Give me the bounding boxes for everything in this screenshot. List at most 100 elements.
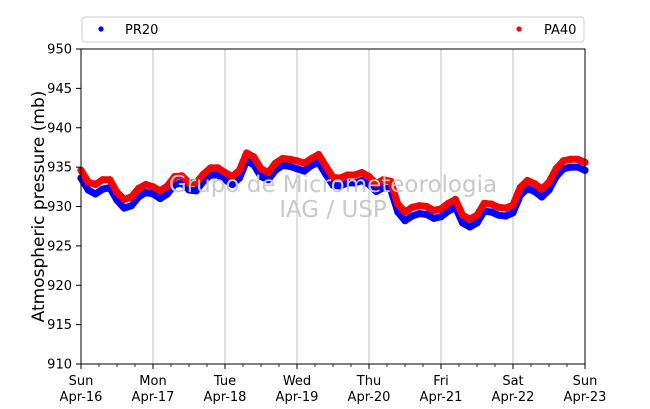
x-tick-label-day: Thu xyxy=(356,374,381,389)
data-point-pr20 xyxy=(156,195,164,203)
data-point-pa40 xyxy=(509,201,517,209)
data-point-pa40 xyxy=(430,206,438,214)
data-point-pa40 xyxy=(192,179,200,187)
y-tick-label: 935 xyxy=(47,161,72,176)
data-point-pr20 xyxy=(408,212,416,220)
data-point-pr20 xyxy=(286,162,294,170)
data-point-pr20 xyxy=(466,223,474,231)
data-point-pr20 xyxy=(163,190,171,198)
data-point-pa40 xyxy=(163,182,171,190)
data-point-pr20 xyxy=(509,209,517,217)
data-point-pr20 xyxy=(495,211,503,219)
data-point-pa40 xyxy=(523,176,532,185)
data-point-pr20 xyxy=(293,165,301,173)
data-point-pa40 xyxy=(279,154,287,163)
data-point-pr20 xyxy=(372,187,380,196)
data-point-pa40 xyxy=(372,180,380,188)
data-point-pr20 xyxy=(149,190,157,198)
data-point-pa40 xyxy=(235,166,243,174)
x-tick-label-day: Fri xyxy=(433,374,449,389)
data-point-pa40 xyxy=(336,174,344,182)
data-point-pr20 xyxy=(127,202,135,210)
y-tick-label: 920 xyxy=(47,279,72,294)
data-point-pa40 xyxy=(351,171,359,179)
watermark: Grupo de Micrometeorologia IAG / USP xyxy=(169,172,497,223)
data-point-pa40 xyxy=(271,159,279,167)
data-point-pa40 xyxy=(423,202,431,211)
data-point-pa40 xyxy=(451,195,459,203)
data-point-pa40 xyxy=(552,165,560,173)
legend-label-pa40: PA40 xyxy=(544,23,576,38)
data-point-pr20 xyxy=(221,176,229,184)
x-tick-label-date: Apr-16 xyxy=(60,390,103,405)
data-point-pa40 xyxy=(437,205,445,213)
data-point-pa40 xyxy=(545,178,553,186)
data-point-pa40 xyxy=(408,203,416,211)
data-point-pa40 xyxy=(307,154,315,163)
data-point-pa40 xyxy=(106,176,114,184)
legend-frame xyxy=(81,16,585,43)
data-point-pr20 xyxy=(473,219,481,227)
data-point-pr20 xyxy=(459,219,467,227)
data-point-pa40 xyxy=(99,176,107,184)
data-point-pa40 xyxy=(178,172,186,180)
data-point-pr20 xyxy=(574,163,582,171)
watermark-line-2: IAG / USP xyxy=(279,197,387,223)
data-point-pa40 xyxy=(466,215,474,223)
y-tick-label: 940 xyxy=(47,121,72,136)
y-tick-label: 945 xyxy=(47,82,72,97)
data-point-pa40 xyxy=(559,157,568,165)
data-series xyxy=(77,149,589,231)
data-point-pr20 xyxy=(336,182,344,190)
data-point-pa40 xyxy=(171,173,179,181)
data-point-pr20 xyxy=(423,210,431,218)
data-point-pa40 xyxy=(343,171,351,179)
x-tick-label-day: Sat xyxy=(502,374,523,389)
data-point-pa40 xyxy=(156,187,164,195)
data-point-pa40 xyxy=(444,199,452,207)
data-point-pr20 xyxy=(264,176,272,184)
x-tick-label-date: Apr-17 xyxy=(132,390,175,405)
data-point-pa40 xyxy=(149,183,157,191)
data-point-pr20 xyxy=(415,210,423,218)
data-point-pa40 xyxy=(214,164,222,172)
data-point-pa40 xyxy=(286,155,294,163)
data-point-pr20 xyxy=(300,167,308,175)
data-point-pr20 xyxy=(401,217,409,225)
legend: PR20 PA40 xyxy=(81,16,585,43)
legend-marker-pa40 xyxy=(516,26,522,32)
data-point-pa40 xyxy=(207,164,215,172)
y-axis-label: Atmospheric pressure (mb) xyxy=(29,91,49,323)
data-point-pr20 xyxy=(502,212,510,220)
x-tick-label-date: Apr-18 xyxy=(204,390,247,405)
data-point-pr20 xyxy=(329,181,337,189)
data-point-pa40 xyxy=(387,177,395,185)
data-point-pa40 xyxy=(113,188,121,196)
x-tick-label-date: Apr-22 xyxy=(492,390,535,405)
legend-label-pr20: PR20 xyxy=(125,23,158,38)
data-point-pa40 xyxy=(574,155,582,163)
data-point-pr20 xyxy=(120,204,128,212)
data-point-pr20 xyxy=(487,208,495,216)
x-tick-label-date: Apr-19 xyxy=(276,390,319,405)
y-tick-label: 950 xyxy=(47,43,72,58)
data-point-pr20 xyxy=(379,184,387,192)
watermark-line-1: Grupo de Micrometeorologia xyxy=(169,172,497,198)
data-point-pr20 xyxy=(444,207,452,215)
data-point-pr20 xyxy=(430,214,438,222)
data-point-pr20 xyxy=(91,190,99,198)
data-point-pa40 xyxy=(199,170,207,178)
x-tick-label-day: Sun xyxy=(573,374,598,389)
data-point-pa40 xyxy=(538,185,546,193)
data-point-pa40 xyxy=(257,165,265,173)
data-point-pr20 xyxy=(99,185,107,193)
data-point-pa40 xyxy=(142,180,150,189)
data-point-pa40 xyxy=(415,202,423,210)
data-point-pa40 xyxy=(84,178,92,186)
data-point-pa40 xyxy=(502,204,510,212)
data-point-pa40 xyxy=(394,200,402,208)
data-point-pa40 xyxy=(495,203,503,211)
data-point-pa40 xyxy=(293,157,301,165)
data-point-pa40 xyxy=(185,179,193,187)
